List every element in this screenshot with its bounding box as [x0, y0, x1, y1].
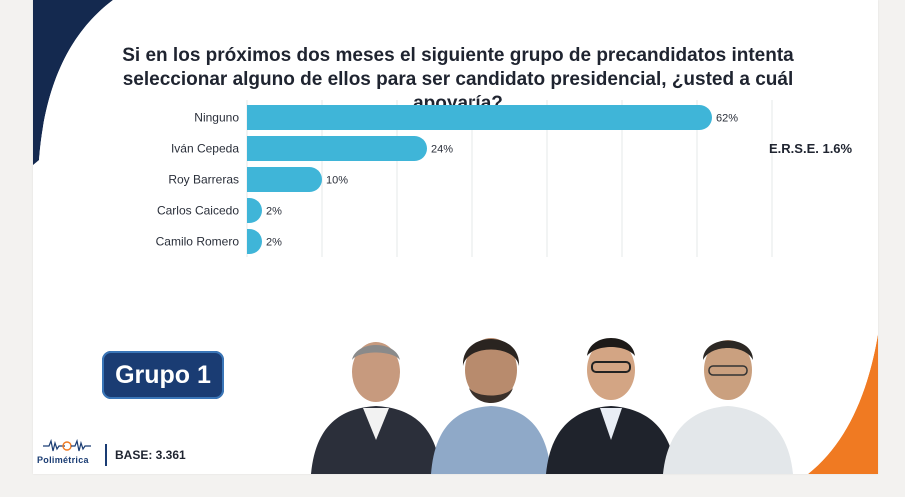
value-label: 24% [431, 144, 453, 156]
group-badge: Grupo 1 [102, 351, 224, 399]
soundwave-logo-icon [43, 438, 91, 452]
base-sample-size: BASE: 3.361 [115, 448, 186, 462]
decorative-swoosh-bottom-right [796, 314, 878, 474]
category-label: Carlos Caicedo [157, 204, 239, 218]
base-divider [105, 444, 107, 466]
value-label: 2% [266, 206, 282, 218]
value-label: 62% [716, 113, 738, 125]
bar [247, 105, 712, 130]
category-label: Ninguno [194, 111, 239, 125]
value-label: 10% [326, 175, 348, 187]
candidate-photo-1 [311, 342, 441, 474]
category-label: Roy Barreras [168, 173, 239, 187]
logo-text: Polimétrica [37, 455, 89, 465]
decorative-swoosh-top-left [33, 0, 123, 165]
bar [247, 198, 262, 223]
bar [247, 167, 322, 192]
bar [247, 229, 262, 254]
value-label: 2% [266, 237, 282, 249]
chart-title: Si en los próximos dos meses el siguient… [122, 45, 794, 114]
category-label: Camilo Romero [156, 235, 240, 249]
candidate-photo-2 [431, 338, 551, 474]
candidate-photo-4 [663, 340, 793, 474]
bar-chart: Ninguno 62% Iván Cepeda 24% Roy Barreras 10% C… [156, 100, 773, 257]
bar [247, 136, 427, 161]
erse-label: E.R.S.E. 1.6% [769, 141, 853, 156]
candidate-photo-3 [546, 338, 676, 474]
polimetrica-logo: Polimétrica [37, 438, 97, 470]
poll-card: Si en los próximos dos meses el siguient… [33, 0, 878, 474]
category-label: Iván Cepeda [171, 142, 239, 156]
